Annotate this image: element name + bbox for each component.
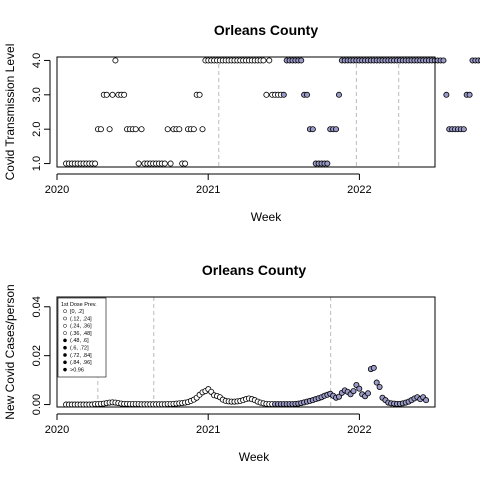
legend-entry: (.24, .36] xyxy=(70,324,92,330)
legend-swatch xyxy=(63,338,67,343)
y-tick-label: 0.04 xyxy=(31,296,43,317)
panel2-xlabel: Week xyxy=(239,450,270,464)
legend-entry: (.84, .96] xyxy=(70,360,92,366)
data-point xyxy=(324,160,331,167)
data-point xyxy=(106,126,113,133)
data-point xyxy=(138,126,145,133)
panel1-y-axis: 1.0 2.0 3.0 4.0 xyxy=(31,53,51,171)
data-point xyxy=(164,126,171,133)
panel1-reference-lines xyxy=(218,57,400,167)
transmission-level-panel: Orleans County Week Covid Transmission L… xyxy=(3,22,480,224)
panel2-x-axis: 2020 2021 2022 xyxy=(45,413,372,436)
data-point xyxy=(335,91,342,98)
legend-entry: >0.96 xyxy=(70,367,84,373)
data-point xyxy=(423,397,430,404)
data-point xyxy=(304,91,311,98)
legend-swatch xyxy=(63,331,67,335)
panel2-reference-lines xyxy=(97,297,332,407)
data-point xyxy=(263,91,270,98)
x-tick-label: 2021 xyxy=(196,184,220,196)
data-point xyxy=(92,160,99,167)
y-tick-label: 4.0 xyxy=(31,53,43,68)
panel1-xlabel: Week xyxy=(251,210,282,224)
new-cases-panel: Orleans County Week New Covid Cases/pers… xyxy=(3,262,436,464)
legend-entry: (.36, .48] xyxy=(70,331,92,337)
data-point xyxy=(364,390,371,397)
legend-entry: (.72, .84] xyxy=(70,353,92,359)
panel1-ylabel: Covid Transmission Level xyxy=(3,44,17,181)
y-tick-label: 3.0 xyxy=(31,87,43,102)
legend-swatch xyxy=(63,316,67,321)
data-point xyxy=(260,57,267,64)
x-tick-label: 2021 xyxy=(196,424,220,436)
legend-swatch xyxy=(63,353,67,357)
data-point xyxy=(199,126,206,133)
panel1-points xyxy=(63,57,480,167)
x-tick-label: 2022 xyxy=(347,184,371,196)
y-tick-label: 1.0 xyxy=(31,156,43,171)
data-point xyxy=(373,379,380,386)
panel2-title: Orleans County xyxy=(202,262,306,278)
data-point xyxy=(196,91,203,98)
panel2-legend: 1st Dose Prev. [0, .2](.12, .24] (.24, .3… xyxy=(57,297,107,378)
data-point xyxy=(167,160,174,167)
panel1-plot-frame xyxy=(56,56,436,168)
data-point xyxy=(356,385,363,392)
data-point xyxy=(309,126,316,133)
data-point xyxy=(335,393,342,400)
data-point xyxy=(190,126,197,133)
legend-entries: [0, .2](.12, .24] (.24, .36](.36, .48](.4… xyxy=(63,309,92,373)
data-point xyxy=(298,57,305,64)
data-point xyxy=(466,91,473,98)
data-point xyxy=(97,126,104,133)
panel2-ylabel: New Covid Cases/person xyxy=(3,284,17,419)
legend-entry: (.12, .24] xyxy=(70,316,92,322)
y-tick-label: 0.00 xyxy=(31,394,43,415)
data-point xyxy=(103,91,110,98)
data-point xyxy=(135,160,142,167)
legend-swatch xyxy=(63,367,67,372)
data-point xyxy=(121,91,128,98)
data-point xyxy=(376,383,383,390)
legend-title: 1st Dose Prev. xyxy=(61,302,97,308)
data-point xyxy=(266,57,273,64)
data-point xyxy=(370,364,377,371)
data-point xyxy=(176,126,183,133)
data-point xyxy=(161,160,168,167)
legend-swatch xyxy=(63,345,67,350)
data-point xyxy=(443,91,450,98)
y-tick-label: 0.02 xyxy=(31,345,43,366)
data-point xyxy=(440,57,447,64)
panel2-y-axis: 0.00 0.02 0.04 xyxy=(31,296,51,415)
legend-swatch xyxy=(63,323,67,328)
legend-entry: [0, .2] xyxy=(70,309,84,315)
data-point xyxy=(132,126,139,133)
legend-swatch xyxy=(63,360,67,365)
data-point xyxy=(333,126,340,133)
x-tick-label: 2020 xyxy=(45,424,69,436)
data-point xyxy=(280,91,287,98)
legend-swatch xyxy=(63,309,67,314)
panel2-points xyxy=(63,364,430,408)
data-point xyxy=(460,126,467,133)
legend-entry: (.48, .6] xyxy=(70,338,89,344)
panel2-plot-frame xyxy=(56,296,436,408)
x-tick-label: 2020 xyxy=(45,184,69,196)
x-tick-label: 2022 xyxy=(347,424,371,436)
panel1-title: Orleans County xyxy=(214,22,318,38)
data-point xyxy=(182,160,189,167)
panel1-x-axis: 2020 2021 2022 xyxy=(45,173,372,196)
legend-entry: (.6, .72] xyxy=(70,346,89,352)
data-point xyxy=(112,57,119,64)
data-point xyxy=(350,388,357,395)
data-point xyxy=(109,91,116,98)
y-tick-label: 2.0 xyxy=(31,122,43,137)
